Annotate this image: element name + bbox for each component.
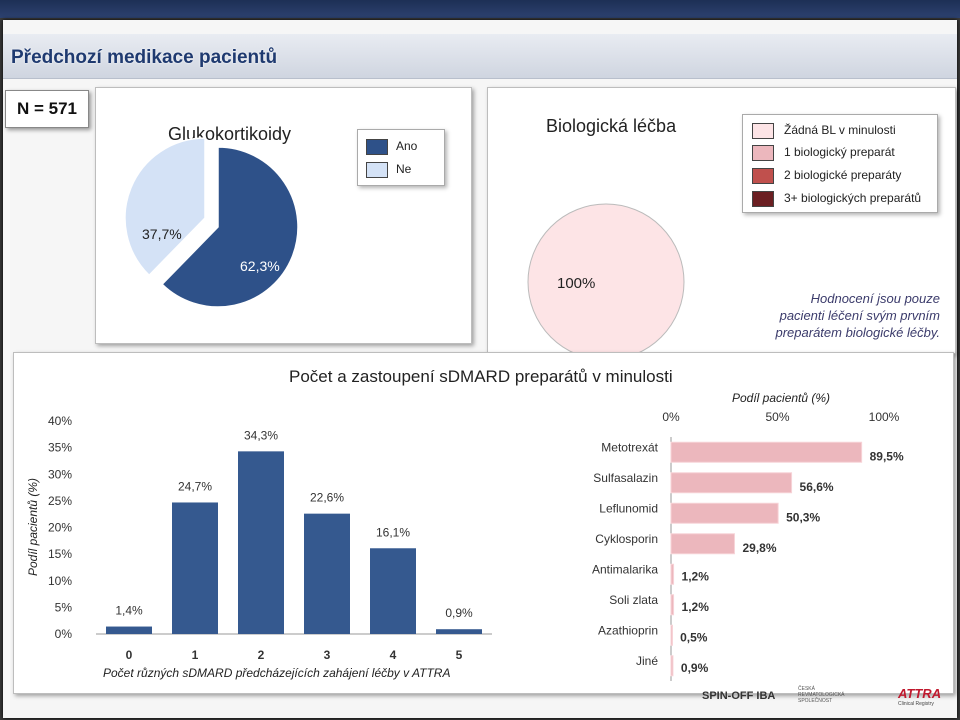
bar-5 <box>436 629 482 634</box>
attra-logo: ATTRA <box>898 686 942 701</box>
bar-label-2: 34,3% <box>244 428 278 442</box>
legend-label-ne: Ne <box>396 162 412 176</box>
x-tick-label: 3 <box>324 648 331 662</box>
attra-logo-sub: Clinical Registry <box>898 701 934 707</box>
legend-swatch-two <box>752 168 774 184</box>
legend-label-none: Žádná BL v minulosti <box>784 123 896 137</box>
y-tick-label: 15% <box>48 547 72 561</box>
hbar-label: 29,8% <box>742 541 776 555</box>
bar-label-3: 22,6% <box>310 491 344 505</box>
hbar-category-label: Azathioprin <box>598 623 658 637</box>
y-tick-label: 20% <box>48 521 72 535</box>
hbar-Cyklosporin <box>670 533 735 555</box>
bar-2 <box>238 451 284 634</box>
legend-label-ano: Ano <box>396 139 418 153</box>
hbar-Azathioprin <box>670 624 673 646</box>
hbar-xlabel: Podíl pacientů (%) <box>732 391 831 405</box>
pie1-label-ne: 37,7% <box>142 226 182 242</box>
y-tick-label: 5% <box>55 600 73 614</box>
legend-label-three: 3+ biologických preparátů <box>784 191 922 205</box>
hbar-Antimalarika <box>670 563 675 585</box>
hbar-Leflunomid <box>670 502 779 524</box>
hbar-category-label: Leflunomid <box>599 501 658 515</box>
title-bar <box>3 34 957 79</box>
sdmard-panel <box>13 352 954 694</box>
legend-swatch-three <box>752 191 774 207</box>
sdmard-title: Počet a zastoupení sDMARD preparátů v mi… <box>289 367 673 386</box>
bar-label-1: 24,7% <box>178 479 212 493</box>
hbar-category-label: Jiné <box>636 654 658 668</box>
y-tick-label: 10% <box>48 574 72 588</box>
x-tick-label: 0% <box>662 410 680 424</box>
biologic-legend: Žádná BL v minulosti 1 biologický prepar… <box>742 114 938 213</box>
y-tick-label: 40% <box>48 414 72 428</box>
bar-label-5: 0,9% <box>445 606 473 620</box>
biologic-note: Hodnocení jsou pouze pacienti léčení svý… <box>775 291 940 340</box>
legend-swatch-ano <box>366 139 388 155</box>
hbar-label: 56,6% <box>800 480 834 494</box>
sdmard-xlabel: Počet různých sDMARD předcházejících zah… <box>103 666 451 680</box>
hbar-label: 0,9% <box>681 661 709 675</box>
biologic-title: Biologická léčba <box>546 116 677 136</box>
pie1-label-ano: 62,3% <box>240 258 280 274</box>
y-tick-label: 25% <box>48 494 72 508</box>
bar-0 <box>106 626 152 634</box>
bar-3 <box>304 513 350 634</box>
y-tick-label: 35% <box>48 441 72 455</box>
sample-size-box: N = 571 <box>5 90 89 128</box>
x-tick-label: 1 <box>192 648 199 662</box>
y-tick-label: 0% <box>55 627 73 641</box>
hbar-label: 0,5% <box>680 630 708 644</box>
hbar-label: 1,2% <box>682 569 710 583</box>
spinoff-logo: SPIN-OFF IBA <box>702 690 776 702</box>
hbar-Sulfasalazin <box>670 472 793 494</box>
x-tick-label: 50% <box>765 410 789 424</box>
x-tick-label: 5 <box>456 648 463 662</box>
hbar-category-label: Sulfasalazin <box>593 471 658 485</box>
hbar-category-label: Antimalarika <box>592 562 658 576</box>
bar-label-0: 1,4% <box>115 604 143 618</box>
hbar-label: 1,2% <box>682 600 710 614</box>
hbar-Metotrexát <box>670 441 863 463</box>
x-tick-label: 4 <box>390 648 397 662</box>
page-title: Předchozí medikace pacientů <box>11 47 278 68</box>
legend-swatch-ne <box>366 162 388 178</box>
society-logo: ČESKÁ REVMATOLOGICKÁ SPOLEČNOST <box>798 686 845 704</box>
top-bar <box>0 0 960 18</box>
legend-label-two: 2 biologické preparáty <box>784 168 902 182</box>
legend-swatch-one <box>752 145 774 161</box>
hbar-category-label: Cyklosporin <box>595 532 658 546</box>
x-tick-label: 100% <box>869 410 900 424</box>
x-tick-label: 0 <box>126 648 133 662</box>
bar-label-4: 16,1% <box>376 525 410 539</box>
hbar-category-label: Soli zlata <box>609 593 658 607</box>
bar-1 <box>172 502 218 634</box>
hbar-category-label: Metotrexát <box>601 440 658 454</box>
hbar-label: 89,5% <box>870 449 904 463</box>
hbar-Soli zlata <box>670 594 675 616</box>
legend-swatch-none <box>752 123 774 139</box>
hbar-label: 50,3% <box>786 510 820 524</box>
pie2-label: 100% <box>557 275 596 292</box>
glucocorticoid-legend: Ano Ne <box>357 129 445 186</box>
hbar-Jiné <box>670 655 674 677</box>
x-tick-label: 2 <box>258 648 265 662</box>
logo-strip: SPIN-OFF IBA ČESKÁ REVMATOLOGICKÁ SPOLEČ… <box>700 684 942 712</box>
legend-label-one: 1 biologický preparát <box>784 145 895 159</box>
bar-4 <box>370 548 416 634</box>
y-tick-label: 30% <box>48 467 72 481</box>
